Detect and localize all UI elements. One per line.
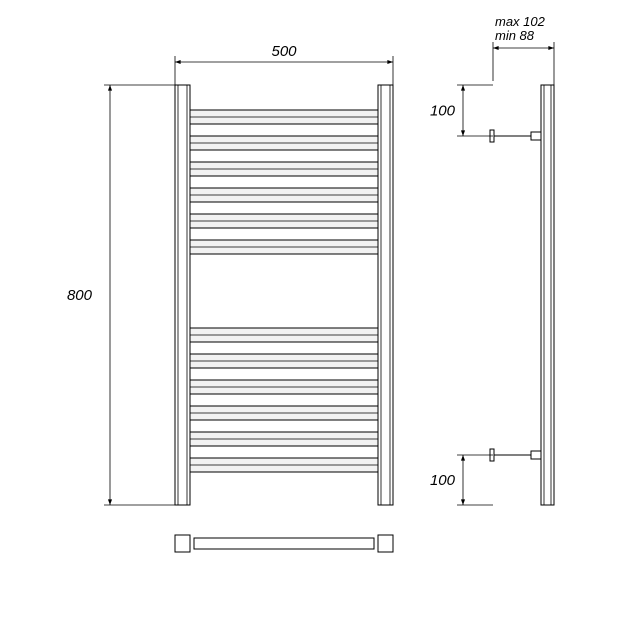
front-rail [175, 85, 190, 505]
offset-bot-label: 100 [430, 472, 456, 489]
depth-min-label: min 88 [495, 28, 535, 43]
height-label: 800 [67, 287, 93, 304]
bottom-tube [194, 538, 374, 549]
offset-top-label: 100 [430, 103, 456, 120]
side-rail [541, 85, 554, 505]
front-rail [378, 85, 393, 505]
depth-max-label: max 102 [495, 14, 546, 29]
width-label: 500 [271, 43, 297, 60]
